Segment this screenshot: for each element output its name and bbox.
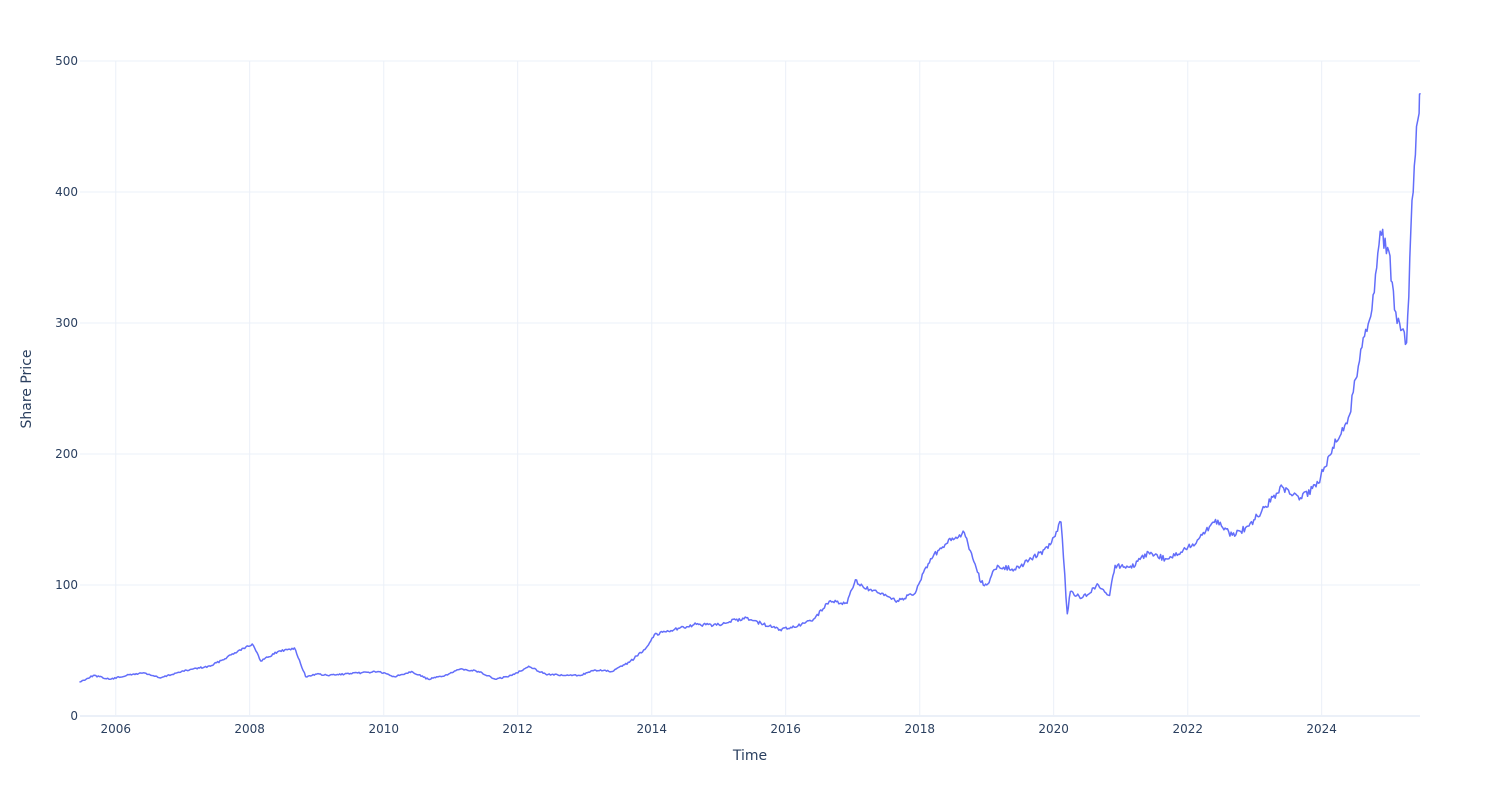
x-tick-label: 2022	[1172, 722, 1203, 736]
plot-area[interactable]	[79, 93, 1421, 683]
y-axis-ticks: 0 100 200 300 400 500	[55, 54, 78, 723]
y-tick-label: 0	[70, 709, 78, 723]
x-tick-label: 2014	[636, 722, 667, 736]
x-tick-label: 2010	[368, 722, 399, 736]
y-axis-title: Share Price	[19, 349, 35, 428]
y-tick-label: 400	[55, 185, 78, 199]
x-tick-label: 2016	[770, 722, 801, 736]
y-tick-label: 200	[55, 447, 78, 461]
x-tick-label: 2006	[100, 722, 131, 736]
y-tick-label: 100	[55, 578, 78, 592]
y-tick-label: 500	[55, 54, 78, 68]
x-tick-label: 2018	[904, 722, 935, 736]
x-axis-ticks: 2006 2008 2010 2012 2014 2016 2018 2020 2022 2024	[100, 722, 1336, 736]
x-tick-label: 2024	[1306, 722, 1337, 736]
y-tick-label: 300	[55, 316, 78, 330]
series-line-0[interactable]	[79, 93, 1421, 683]
x-tick-label: 2020	[1038, 722, 1069, 736]
gridlines	[80, 60, 1420, 717]
x-tick-label: 2012	[502, 722, 533, 736]
x-axis-title: Time	[732, 748, 767, 764]
x-tick-label: 2008	[234, 722, 265, 736]
